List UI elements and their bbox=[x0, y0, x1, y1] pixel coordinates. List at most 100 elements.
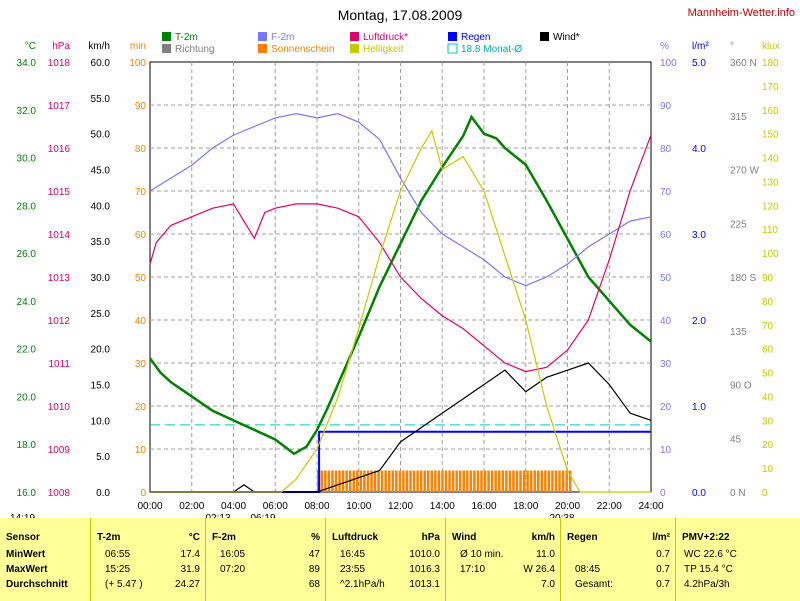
legend-swatch bbox=[350, 44, 359, 53]
stats-unit: l/m² bbox=[652, 532, 670, 543]
sunshine-bar bbox=[497, 470, 501, 492]
wind-tick-label: 15.0 bbox=[91, 381, 111, 392]
stats-cell-label: 23:55 bbox=[340, 564, 366, 575]
stats-cell-label: 06:55 bbox=[105, 549, 131, 560]
sunshine-bar bbox=[537, 470, 540, 492]
sun-tick-label: 50 bbox=[135, 273, 147, 284]
sunshine-bar bbox=[558, 470, 561, 492]
sunrise-label: 06:19 bbox=[250, 513, 275, 518]
stats-cell-label: 16:05 bbox=[220, 549, 246, 560]
stats-cell: Durchschnitt bbox=[6, 579, 68, 590]
lux-tick-label: 40 bbox=[762, 392, 774, 403]
legend-item: Sonnenschein bbox=[258, 44, 334, 55]
stats-header: Regen bbox=[567, 532, 598, 543]
temp-series bbox=[148, 114, 652, 456]
pressure-tick-label: 1018 bbox=[48, 58, 71, 69]
stats-cell-value: 1010.0 bbox=[409, 549, 440, 560]
stats-column: Sensor MinWert MaxWert Durchschnitt bbox=[0, 518, 90, 601]
sun-tick-label: 100 bbox=[129, 58, 146, 69]
sunshine-bar bbox=[384, 470, 387, 492]
wind-tick-label: 30.0 bbox=[91, 273, 111, 284]
sunset-label: 20:38 bbox=[549, 513, 574, 518]
stats-cell-label: 16:45 bbox=[340, 549, 366, 560]
sunshine-bar bbox=[501, 470, 505, 492]
sunshine-bar bbox=[483, 470, 487, 492]
sunshine-bar bbox=[320, 470, 324, 492]
sun-tick-label: 80 bbox=[135, 144, 147, 155]
legend-swatch bbox=[258, 32, 267, 41]
stats-cell-value: W 26.4 bbox=[523, 564, 555, 575]
stats-cell-value: 89 bbox=[308, 564, 320, 575]
sunshine-bar bbox=[519, 470, 522, 492]
rain-tick-label: 4.0 bbox=[692, 144, 706, 155]
sunshine-bar bbox=[455, 470, 458, 492]
wind-tick-label: 5.0 bbox=[96, 452, 110, 463]
lux-tick-label: 130 bbox=[762, 177, 779, 188]
legend-swatch bbox=[448, 32, 457, 41]
humidity-tick-label: 50 bbox=[660, 273, 672, 284]
pressure-tick-label: 1012 bbox=[48, 316, 71, 327]
stats-cell: MaxWert bbox=[6, 564, 48, 575]
stats-cell-value: 47 bbox=[308, 549, 320, 560]
lux-tick-label: 30 bbox=[762, 416, 774, 427]
sunshine-bar bbox=[366, 470, 370, 492]
stats-cell-value: 17.4 bbox=[180, 549, 200, 560]
legend-swatch bbox=[258, 44, 267, 53]
lux-tick-label: 160 bbox=[762, 106, 779, 117]
sunshine-bar bbox=[430, 470, 434, 492]
direction-tick-label: 270 W bbox=[730, 166, 759, 177]
temp-tick-label: 28.0 bbox=[17, 201, 37, 212]
direction-tick-label: 180 S bbox=[730, 273, 756, 284]
stats-cell-label: 07:20 bbox=[220, 564, 246, 575]
stats-header: T-2m bbox=[97, 532, 121, 543]
x-tick-label: 02:00 bbox=[179, 501, 204, 512]
stats-cell-label: 15:25 bbox=[105, 564, 131, 575]
x-tick-label: 00:00 bbox=[137, 501, 162, 512]
rain-tick-label: 1.0 bbox=[692, 402, 706, 413]
temp-tick-label: 18.0 bbox=[17, 440, 37, 451]
sunshine-bar bbox=[458, 470, 462, 492]
sunshine-bar bbox=[338, 470, 341, 492]
sunshine-bar bbox=[391, 470, 395, 492]
stats-unit: km/h bbox=[531, 532, 555, 543]
lux-tick-label: 70 bbox=[762, 321, 774, 332]
x-tick-label: 04:00 bbox=[221, 501, 246, 512]
sunshine-bar bbox=[412, 470, 416, 492]
sunshine-bar bbox=[565, 470, 568, 492]
stats-cell-value: 11.0 bbox=[536, 549, 555, 560]
sunshine-bar bbox=[377, 470, 380, 492]
temp-tick-label: 24.0 bbox=[17, 297, 37, 308]
temp-axis-unit: °C bbox=[25, 41, 36, 52]
sunshine-bar bbox=[352, 470, 355, 492]
site-label[interactable]: Mannheim-Wetter.info bbox=[688, 7, 795, 19]
legend-swatch bbox=[540, 32, 549, 41]
time-label: 14:19 bbox=[10, 513, 35, 518]
sunshine-bar bbox=[327, 470, 331, 492]
sunshine-bar bbox=[387, 470, 391, 492]
legend-item: Regen bbox=[448, 32, 490, 43]
humidity-tick-label: 30 bbox=[660, 359, 672, 370]
sunshine-bar bbox=[451, 470, 455, 492]
sunshine-bar bbox=[359, 470, 363, 492]
legend-label: Regen bbox=[461, 32, 490, 43]
sunshine-bar bbox=[444, 470, 448, 492]
sun-tick-label: 10 bbox=[135, 445, 147, 456]
stats-cell-label: 08:45 bbox=[575, 564, 601, 575]
pressure-tick-label: 1010 bbox=[48, 402, 71, 413]
sunshine-bar bbox=[405, 470, 409, 492]
sunshine-bar bbox=[462, 470, 465, 492]
sunshine-bar bbox=[515, 470, 519, 492]
stats-column: Wind km/h Ø 10 min. 11.0 17:10 W 26.4 7.0 bbox=[445, 518, 561, 601]
x-tick-label: 18:00 bbox=[513, 501, 538, 512]
humidity-tick-label: 100 bbox=[660, 58, 677, 69]
sunshine-bar bbox=[508, 470, 512, 492]
x-tick-label: 06:00 bbox=[263, 501, 288, 512]
temp-tick-label: 22.0 bbox=[17, 345, 37, 356]
sun-tick-label: 60 bbox=[135, 230, 147, 241]
x-tick-label: 12:00 bbox=[388, 501, 413, 512]
direction-tick-label: 135 bbox=[730, 327, 747, 338]
stats-cell-value: 1016.3 bbox=[409, 564, 440, 575]
weather-chart: Montag, 17.08.2009 Mannheim-Wetter.info … bbox=[10, 7, 795, 518]
stats-cell: WC 22.6 °C bbox=[684, 549, 737, 560]
sunshine-bar bbox=[568, 470, 572, 492]
